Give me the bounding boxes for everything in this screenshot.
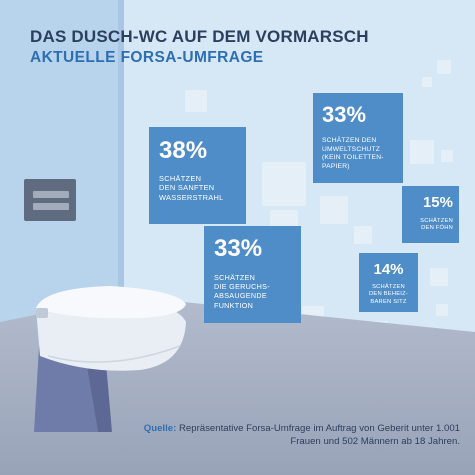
- stat-label-line: SCHÄTZEN: [372, 284, 405, 290]
- stat-value: 38%: [159, 137, 208, 164]
- stat-label: SCHÄTZEN DEN BEHEIZ- BAREN SITZ: [359, 284, 418, 306]
- stat-label-line: SCHÄTZEN: [214, 273, 256, 282]
- stat-label-line: DEN FÖHN: [421, 225, 453, 232]
- stat-label-line: WASSERSTRAHL: [159, 192, 224, 202]
- source-note: Quelle: Repräsentative Forsa-Umfrage im …: [140, 423, 460, 449]
- chart-subtitle: AKTUELLE FORSA-UMFRAGE: [30, 49, 264, 66]
- stat-card-33-umweltschutz: 33% SCHÄTZEN DEN UMWELTSCHUTZ (KEIN TOIL…: [313, 93, 403, 183]
- stat-label-line: UMWELTSCHUTZ: [322, 145, 380, 153]
- stat-value: 15%: [422, 194, 453, 211]
- stat-card-38: 38% SCHÄTZEN DEN SANFTEN WASSERSTRAHL: [149, 127, 246, 224]
- stat-value: 33%: [214, 235, 263, 262]
- stat-label-line: DEN SANFTEN: [159, 183, 215, 193]
- stat-card-15: 15% SCHÄTZEN DEN FÖHN: [402, 186, 459, 243]
- stat-label-line: DIE GERUCHS-: [214, 282, 270, 292]
- stat-label-line: PAPIER): [322, 162, 350, 170]
- stat-label-line: SCHÄTZEN: [420, 218, 453, 224]
- stat-label-line: DEN BEHEIZ-: [369, 291, 408, 298]
- stat-card-33-geruch: 33% SCHÄTZEN DIE GERUCHS- ABSAUGENDE FUN…: [204, 226, 301, 323]
- stat-label: SCHÄTZEN DEN FÖHN: [402, 218, 453, 233]
- stat-label-line: BAREN SITZ: [370, 298, 407, 305]
- stat-value: 14%: [373, 261, 404, 278]
- stat-label: SCHÄTZEN DEN SANFTEN WASSERSTRAHL: [159, 174, 246, 202]
- chart-title: DAS DUSCH-WC AUF DEM VORMARSCH: [30, 27, 369, 46]
- stat-label-line: ABSAUGENDE: [214, 291, 267, 301]
- stat-card-14: 14% SCHÄTZEN DEN BEHEIZ- BAREN SITZ: [359, 253, 418, 312]
- stat-label-line: SCHÄTZEN DEN: [322, 137, 377, 144]
- stat-label-line: SCHÄTZEN: [159, 174, 202, 183]
- stat-label-line: (KEIN TOILETTEN-: [322, 154, 384, 162]
- left-wall: [0, 0, 118, 322]
- source-label: Quelle:: [143, 423, 177, 434]
- wall-hung-toilet-icon: [34, 286, 186, 432]
- flush-plate-icon: [24, 179, 76, 221]
- stat-value: 33%: [322, 102, 367, 127]
- stat-label: SCHÄTZEN DIE GERUCHS- ABSAUGENDE FUNKTIO…: [214, 273, 301, 310]
- stat-label: SCHÄTZEN DEN UMWELTSCHUTZ (KEIN TOILETTE…: [322, 137, 403, 171]
- source-text: Repräsentative Forsa-Umfrage im Auftrag …: [178, 423, 460, 447]
- stat-label-line: FUNKTION: [214, 300, 254, 310]
- wall-edge: [118, 0, 124, 298]
